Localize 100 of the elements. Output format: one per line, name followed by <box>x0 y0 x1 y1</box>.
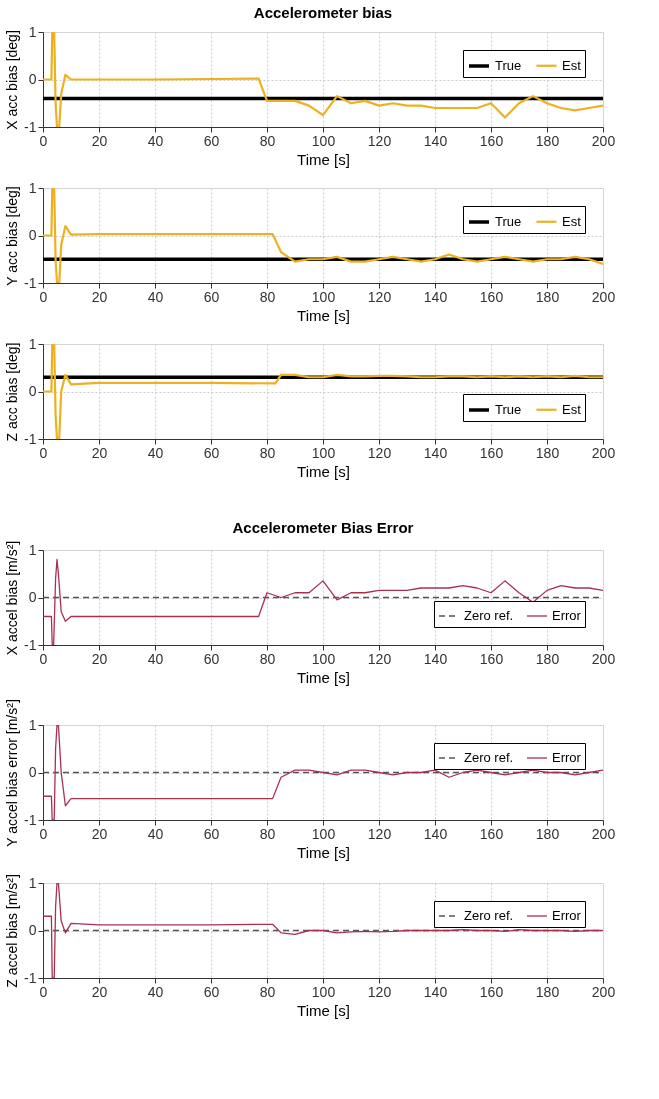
y-tick-label: -1 <box>24 430 37 447</box>
x-axis-title: Time [s] <box>297 843 350 861</box>
x-tick-label: 80 <box>259 825 276 842</box>
x-tick-label: 160 <box>479 288 504 305</box>
legend-label: Error <box>552 750 582 765</box>
x-tick-label: 120 <box>367 983 392 1000</box>
x-axis-title: Time [s] <box>297 1001 350 1019</box>
y-tick-label: 0 <box>28 589 37 605</box>
y-tick-label: 0 <box>28 71 37 87</box>
x-tick-label: 20 <box>91 825 108 842</box>
y-tick-label: -1 <box>24 636 37 653</box>
x-tick-label: 0 <box>39 825 48 842</box>
x-tick-label: 100 <box>311 132 336 149</box>
x-tick-label: 100 <box>311 650 336 667</box>
y-axis-title: Z accel bias [m/s²] <box>4 874 21 988</box>
x-tick-label: 0 <box>39 132 48 149</box>
y-tick-label: 1 <box>28 23 37 40</box>
x-tick-label: 180 <box>535 288 560 305</box>
x-tick-label: 160 <box>479 983 504 1000</box>
legend-label: Error <box>552 608 582 623</box>
x-tick-label: 80 <box>259 650 276 667</box>
legend-label: True <box>495 402 522 417</box>
x-tick-label: 40 <box>147 132 164 149</box>
y-tick-label: -1 <box>24 969 37 986</box>
y-tick-label: 1 <box>28 179 37 196</box>
legend-label: Error <box>552 908 582 923</box>
y-tick-label: 0 <box>28 227 37 243</box>
x-tick-label: 40 <box>147 983 164 1000</box>
legend-label: Zero ref. <box>464 608 514 623</box>
y-tick-label: -1 <box>24 811 37 828</box>
x-tick-label: 200 <box>591 983 616 1000</box>
x-tick-label: 100 <box>311 444 336 461</box>
x-tick-label: 60 <box>203 288 220 305</box>
y-tick-label: 0 <box>28 383 37 399</box>
x-tick-label: 40 <box>147 444 164 461</box>
x-tick-label: 200 <box>591 444 616 461</box>
x-tick-label: 40 <box>147 288 164 305</box>
chart-title: Accelerometer bias <box>253 4 393 21</box>
y-tick-label: -1 <box>24 274 37 291</box>
x-tick-label: 40 <box>147 825 164 842</box>
legend-label: Est <box>562 57 582 73</box>
y-axis-title: Z acc bias [deg] <box>4 342 21 442</box>
legend-label: True <box>495 58 522 73</box>
x-tick-label: 60 <box>203 825 220 842</box>
x-tick-label: 180 <box>535 983 560 1000</box>
y-tick-label: 0 <box>28 764 37 780</box>
x-tick-label: 140 <box>423 288 448 305</box>
legend-label: Est <box>562 401 582 417</box>
x-tick-label: 120 <box>367 288 392 305</box>
x-tick-label: 200 <box>591 650 616 667</box>
y-axis-title: Y accel bias error [m/s²] <box>4 699 21 847</box>
x-tick-label: 80 <box>259 444 276 461</box>
x-tick-label: 100 <box>311 288 336 305</box>
y-tick-label: 1 <box>28 335 37 352</box>
x-tick-label: 80 <box>259 288 276 305</box>
x-tick-label: 100 <box>311 983 336 1000</box>
x-tick-label: 40 <box>147 650 164 667</box>
y-axis-title: X acc bias [deg] <box>4 30 21 130</box>
x-tick-label: 160 <box>479 444 504 461</box>
y-tick-label: 1 <box>28 716 37 733</box>
y-tick-label: 0 <box>28 922 37 938</box>
x-tick-label: 160 <box>479 132 504 149</box>
x-tick-label: 200 <box>591 825 616 842</box>
x-tick-label: 60 <box>203 983 220 1000</box>
x-tick-label: 160 <box>479 650 504 667</box>
x-tick-label: 140 <box>423 650 448 667</box>
x-tick-label: 200 <box>591 132 616 149</box>
x-tick-label: 140 <box>423 825 448 842</box>
x-tick-label: 0 <box>39 444 48 461</box>
x-tick-label: 160 <box>479 825 504 842</box>
x-tick-label: 0 <box>39 288 48 305</box>
x-tick-label: 60 <box>203 650 220 667</box>
x-tick-label: 20 <box>91 983 108 1000</box>
x-tick-label: 140 <box>423 132 448 149</box>
x-tick-label: 120 <box>367 132 392 149</box>
legend-label: True <box>495 214 522 229</box>
chart-title: Accelerometer Bias Error <box>232 519 414 537</box>
legend-label: Zero ref. <box>464 908 514 923</box>
legend-label: Est <box>562 213 582 229</box>
x-axis-title: Time [s] <box>297 150 350 168</box>
x-tick-label: 180 <box>535 132 560 149</box>
x-tick-label: 20 <box>91 444 108 461</box>
x-tick-label: 60 <box>203 132 220 149</box>
x-tick-label: 200 <box>591 288 616 305</box>
legend-label: Zero ref. <box>464 750 514 765</box>
x-axis-title: Time [s] <box>297 668 350 686</box>
x-tick-label: 20 <box>91 288 108 305</box>
x-tick-label: 180 <box>535 650 560 667</box>
x-tick-label: 120 <box>367 825 392 842</box>
x-axis-title: Time [s] <box>297 306 350 324</box>
x-tick-label: 140 <box>423 983 448 1000</box>
y-tick-label: 1 <box>28 874 37 891</box>
x-axis-title: Time [s] <box>297 462 350 480</box>
x-tick-label: 180 <box>535 444 560 461</box>
y-axis-title: Y acc bias [deg] <box>4 186 21 286</box>
x-tick-label: 60 <box>203 444 220 461</box>
y-axis-title: X accel bias [m/s²] <box>4 540 21 656</box>
y-tick-label: 1 <box>28 541 37 558</box>
x-tick-label: 20 <box>91 132 108 149</box>
x-tick-label: 120 <box>367 444 392 461</box>
